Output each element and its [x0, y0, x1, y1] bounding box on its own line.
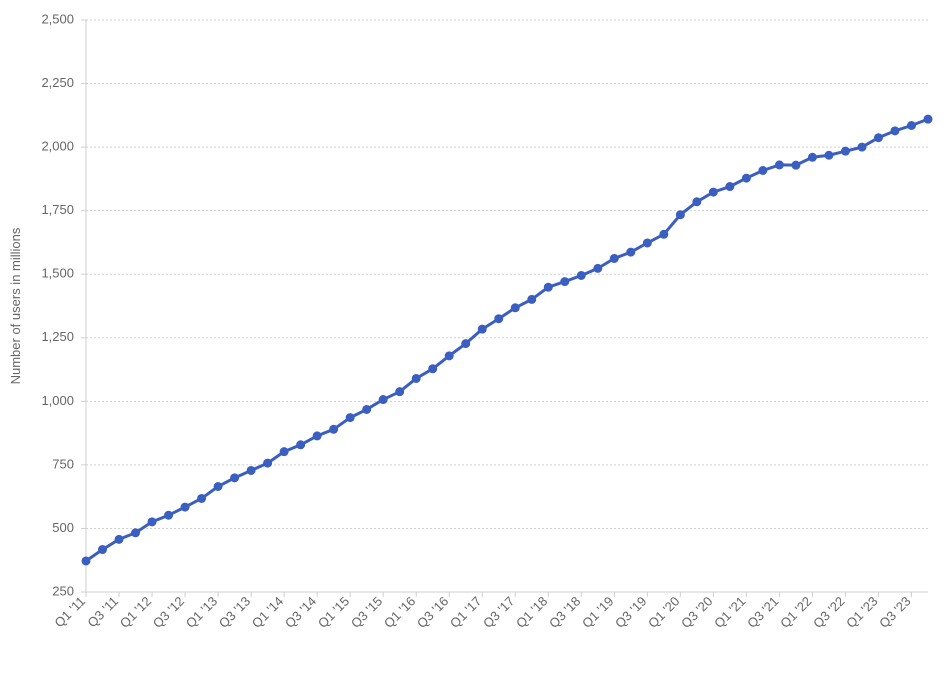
y-tick-label: 500	[52, 520, 74, 535]
data-point[interactable]	[594, 264, 602, 272]
data-point[interactable]	[148, 518, 156, 526]
x-tick-label: Q3 '18	[546, 594, 583, 631]
data-point[interactable]	[280, 448, 288, 456]
data-point[interactable]	[445, 352, 453, 360]
data-point[interactable]	[115, 535, 123, 543]
x-tick-label: Q1 '13	[183, 594, 220, 631]
data-point[interactable]	[643, 239, 651, 247]
x-tick-label: Q1 '23	[843, 594, 880, 631]
x-tick-label: Q3 '15	[348, 594, 385, 631]
y-tick-label: 1,750	[41, 202, 74, 217]
x-tick-label: Q3 '23	[876, 594, 913, 631]
x-tick-label: Q1 '11	[51, 594, 88, 631]
data-point[interactable]	[907, 122, 915, 130]
y-axis-title: Number of users in millions	[8, 227, 23, 384]
data-point[interactable]	[478, 325, 486, 333]
x-tick-label: Q3 '12	[150, 594, 187, 631]
x-tick-label: Q1 '21	[711, 594, 748, 631]
line-chart: 250 500 750 1,000 1,250 1,500 1,750 2,000 2,250 2…	[0, 0, 948, 674]
data-point[interactable]	[561, 278, 569, 286]
data-point[interactable]	[214, 482, 222, 490]
data-point[interactable]	[82, 557, 90, 565]
x-tick-label: Q1 '17	[447, 594, 484, 631]
data-point[interactable]	[462, 340, 470, 348]
data-point[interactable]	[858, 143, 866, 151]
data-point[interactable]	[511, 304, 519, 312]
data-point[interactable]	[412, 374, 420, 382]
data-line	[86, 119, 928, 561]
x-tick-label: Q3 '14	[282, 594, 319, 631]
data-point[interactable]	[165, 511, 173, 519]
x-tick-label: Q3 '11	[84, 594, 121, 631]
data-point[interactable]	[544, 283, 552, 291]
data-point[interactable]	[577, 271, 585, 279]
data-point[interactable]	[363, 405, 371, 413]
data-point[interactable]	[676, 211, 684, 219]
y-tick-label: 1,000	[41, 393, 74, 408]
x-tick-label: Q1 '18	[513, 594, 550, 631]
x-tick-label: Q1 '12	[117, 594, 154, 631]
x-tick-label: Q1 '22	[777, 594, 814, 631]
data-point[interactable]	[808, 153, 816, 161]
data-point[interactable]	[379, 396, 387, 404]
data-point[interactable]	[330, 425, 338, 433]
data-point[interactable]	[313, 432, 321, 440]
x-tick-label: Q3 '22	[810, 594, 847, 631]
y-tick-label: 750	[52, 456, 74, 471]
data-point[interactable]	[825, 151, 833, 159]
x-tick-label: Q1 '20	[645, 594, 682, 631]
x-tick-label: Q3 '16	[414, 594, 451, 631]
data-point[interactable]	[709, 188, 717, 196]
data-point[interactable]	[891, 127, 899, 135]
data-point[interactable]	[610, 254, 618, 262]
data-point[interactable]	[775, 161, 783, 169]
data-point[interactable]	[132, 529, 140, 537]
x-tick-label: Q1 '14	[249, 594, 286, 631]
y-tick-label: 2,500	[41, 11, 74, 26]
x-tick-label: Q3 '20	[678, 594, 715, 631]
x-tick-label: Q1 '15	[315, 594, 352, 631]
data-point[interactable]	[660, 230, 668, 238]
x-tick-label: Q3 '21	[744, 594, 781, 631]
data-point[interactable]	[396, 388, 404, 396]
y-tick-label: 1,500	[41, 266, 74, 281]
data-point[interactable]	[495, 315, 503, 323]
data-point[interactable]	[841, 147, 849, 155]
data-point[interactable]	[792, 161, 800, 169]
data-point[interactable]	[874, 134, 882, 142]
y-tick-label: 1,250	[41, 329, 74, 344]
data-point[interactable]	[99, 546, 107, 554]
y-tick-label: 250	[52, 583, 74, 598]
data-point[interactable]	[198, 494, 206, 502]
data-point[interactable]	[429, 365, 437, 373]
data-point[interactable]	[742, 174, 750, 182]
data-point[interactable]	[759, 166, 767, 174]
data-point[interactable]	[297, 441, 305, 449]
chart-container: 250 500 750 1,000 1,250 1,500 1,750 2,000 2,250 2…	[0, 0, 948, 674]
x-tick-label: Q3 '17	[480, 594, 517, 631]
data-point[interactable]	[247, 466, 255, 474]
x-tick-label: Q1 '16	[381, 594, 418, 631]
data-point[interactable]	[231, 474, 239, 482]
data-point[interactable]	[924, 115, 932, 123]
x-tick-label: Q1 '19	[579, 594, 616, 631]
x-tick-label: Q3 '19	[612, 594, 649, 631]
data-point[interactable]	[726, 183, 734, 191]
y-tick-label: 2,250	[41, 75, 74, 90]
data-point[interactable]	[693, 198, 701, 206]
data-point[interactable]	[528, 295, 536, 303]
y-tick-label: 2,000	[41, 139, 74, 154]
data-point[interactable]	[181, 503, 189, 511]
data-point[interactable]	[346, 414, 354, 422]
data-point[interactable]	[627, 248, 635, 256]
data-point[interactable]	[264, 459, 272, 467]
x-tick-label: Q3 '13	[216, 594, 253, 631]
